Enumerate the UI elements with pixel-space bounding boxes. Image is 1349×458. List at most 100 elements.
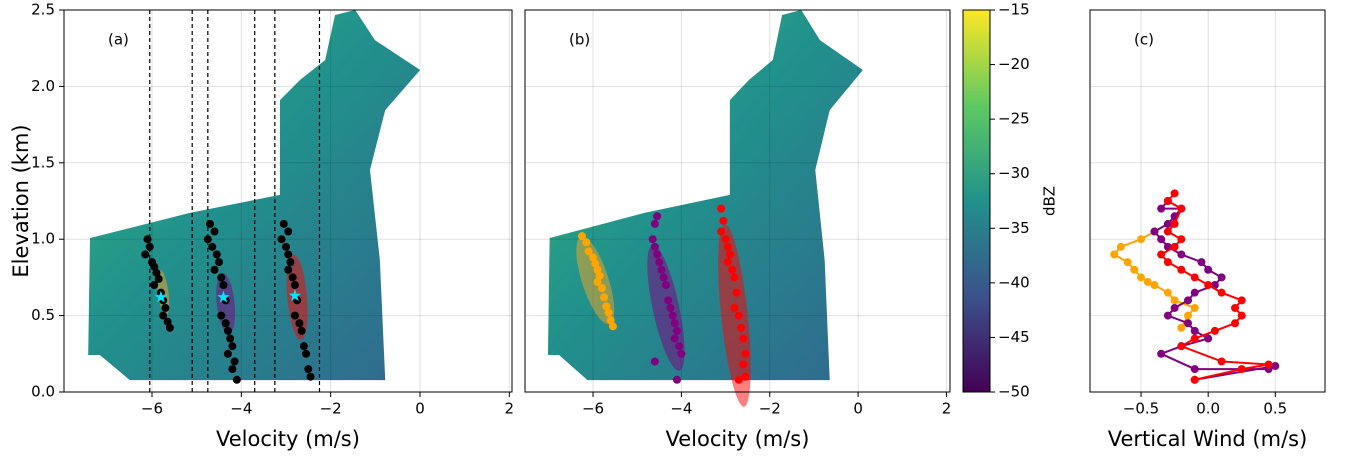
x-tick-label: 0.0: [1196, 400, 1220, 418]
point: [286, 258, 295, 267]
panel: −6 −4 −2 0 2(b)Velocity (m/s)−15−20−25−30−35…: [524, 1, 1059, 451]
point: [734, 311, 743, 320]
star-marker: [217, 290, 230, 303]
point: [1110, 250, 1119, 259]
point: [650, 219, 659, 228]
point: [230, 357, 239, 366]
x-tick-label: 0: [853, 400, 863, 418]
plot-frame: [1089, 9, 1326, 393]
point: [1157, 349, 1166, 358]
point: [1163, 227, 1172, 236]
point: [203, 235, 212, 244]
point: [1170, 189, 1179, 198]
point: [1123, 258, 1132, 267]
point: [1210, 326, 1219, 335]
point: [577, 232, 586, 241]
point: [741, 372, 750, 381]
y-tick-label: 0.5: [31, 306, 55, 324]
point: [1170, 219, 1179, 228]
colorbar-tick-label: −50: [998, 383, 1030, 401]
point: [288, 273, 297, 282]
point: [741, 349, 750, 358]
point: [1204, 281, 1213, 290]
x-tick-label: −4: [230, 400, 252, 418]
x-tick-label: −2: [320, 400, 342, 418]
point: [1177, 265, 1186, 274]
point: [1163, 311, 1172, 320]
y-tick-label: 2.0: [31, 77, 55, 95]
point: [1177, 323, 1186, 332]
point: [1190, 365, 1199, 374]
point: [1163, 258, 1172, 267]
point: [154, 274, 163, 283]
point: [279, 219, 288, 228]
y-axis-label: Elevation (km): [9, 124, 33, 277]
y-tick-label: 1.0: [31, 230, 55, 248]
point: [717, 227, 726, 236]
point: [163, 317, 172, 326]
point: [1157, 250, 1166, 259]
point: [228, 365, 237, 374]
point: [161, 303, 170, 312]
point: [1143, 277, 1152, 286]
point: [739, 360, 748, 369]
spectrum-area: [88, 10, 421, 381]
star-marker: [288, 289, 302, 301]
point: [1137, 235, 1146, 244]
point: [210, 265, 219, 274]
colorbar-tick-label: −40: [998, 273, 1030, 291]
point: [1184, 319, 1193, 328]
point: [719, 216, 728, 225]
point: [1231, 319, 1240, 328]
point: [1197, 258, 1206, 267]
point: [737, 323, 746, 332]
point: [1190, 303, 1199, 312]
point: [739, 334, 748, 343]
point: [606, 316, 615, 325]
colorbar-tick-label: −20: [998, 55, 1030, 73]
colorbar-tick-label: −25: [998, 110, 1030, 128]
point: [214, 258, 223, 267]
point: [295, 319, 304, 328]
point: [593, 265, 602, 274]
point: [277, 235, 286, 244]
point: [1163, 288, 1172, 297]
point: [1177, 235, 1186, 244]
point: [210, 227, 219, 236]
point: [1237, 365, 1246, 374]
point: [217, 311, 226, 320]
point: [1217, 288, 1226, 297]
point: [1150, 227, 1159, 236]
point: [670, 334, 679, 343]
point: [734, 375, 743, 384]
point: [672, 375, 681, 384]
point: [1217, 273, 1226, 282]
point: [668, 311, 677, 320]
x-axis-label: Velocity (m/s): [216, 427, 360, 451]
x-tick-label: −6: [141, 400, 163, 418]
x-tick-label: 0.5: [1263, 400, 1287, 418]
point: [1184, 296, 1193, 305]
point: [143, 235, 152, 244]
point: [284, 250, 293, 259]
x-axis-label: Vertical Wind (m/s): [1108, 427, 1308, 451]
point: [1177, 250, 1186, 259]
point: [730, 273, 739, 282]
point: [604, 308, 613, 317]
point: [1231, 303, 1240, 312]
point: [228, 342, 237, 351]
point: [595, 271, 604, 280]
point: [664, 296, 673, 305]
plot-frame: [63, 9, 513, 393]
point: [728, 265, 737, 274]
point: [1116, 242, 1125, 251]
series-line: [1112, 230, 1197, 329]
x-tick-label: −2: [759, 400, 781, 418]
panel-label: (c): [1134, 31, 1154, 49]
point: [1190, 288, 1199, 297]
point: [1271, 362, 1280, 371]
y-tick-label: 0.0: [31, 383, 55, 401]
point: [650, 357, 659, 366]
star-marker: [154, 290, 168, 303]
